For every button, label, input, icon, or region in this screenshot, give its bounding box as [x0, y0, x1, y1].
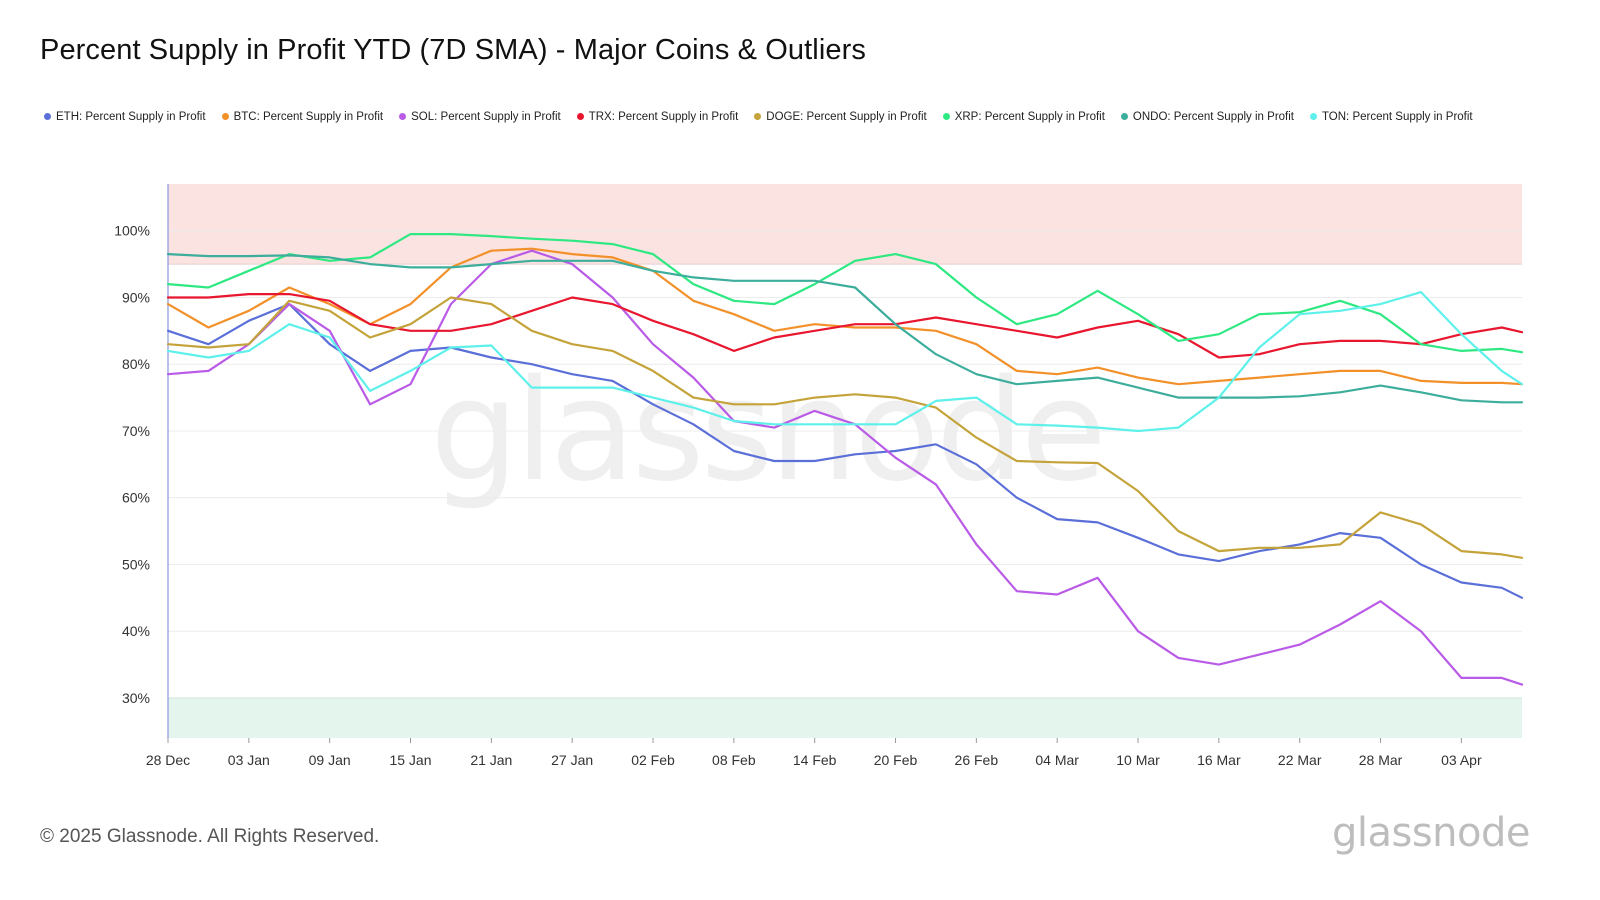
y-tick-label: 70% — [122, 423, 150, 439]
series-line-ton — [166, 291, 1524, 433]
series-line-ondo — [166, 253, 1524, 404]
chart-legend: ETH: Percent Supply in Profit BTC: Percen… — [44, 109, 1544, 124]
series-line-xrp — [166, 233, 1524, 354]
low-profit-band — [168, 697, 1522, 738]
chart-title: Percent Supply in Profit YTD (7D SMA) - … — [40, 34, 866, 66]
legend-label: SOL: Percent Supply in Profit — [411, 110, 561, 123]
y-tick-label: 50% — [122, 556, 150, 572]
legend-item-sol[interactable]: SOL: Percent Supply in Profit — [399, 109, 561, 124]
y-tick-label: 30% — [122, 690, 150, 706]
legend-label: ONDO: Percent Supply in Profit — [1132, 110, 1294, 123]
high-profit-band — [168, 184, 1522, 265]
legend-dot-icon — [754, 113, 762, 120]
x-tick-label: 04 Mar — [1035, 752, 1079, 768]
x-tick-label: 02 Feb — [631, 752, 675, 768]
legend-item-ton[interactable]: TON: Percent Supply in Profit — [1309, 109, 1473, 124]
y-tick-label: 40% — [122, 623, 150, 639]
y-tick-label: 90% — [122, 289, 150, 305]
copyright-footer: © 2025 Glassnode. All Rights Reserved. — [40, 826, 380, 847]
series-line-sol — [166, 249, 1524, 686]
x-tick-label: 28 Mar — [1359, 752, 1403, 768]
y-tick-label: 60% — [122, 490, 150, 506]
watermark: glassnode — [430, 350, 1107, 513]
legend-label: TRX: Percent Supply in Profit — [588, 110, 739, 123]
legend-dot-icon — [44, 113, 51, 120]
x-tick-label: 03 Jan — [228, 752, 270, 768]
legend-item-eth[interactable]: ETH: Percent Supply in Profit — [44, 109, 206, 124]
legend-item-xrp[interactable]: XRP: Percent Supply in Profit — [942, 109, 1105, 124]
series-line-trx — [166, 293, 1524, 359]
y-tick-label: 100% — [114, 223, 150, 239]
legend-label: DOGE: Percent Supply in Profit — [766, 110, 927, 123]
x-tick-label: 28 Dec — [146, 752, 190, 768]
x-tick-label: 08 Feb — [712, 752, 756, 768]
brand-logo: glassnode — [1331, 810, 1531, 856]
x-tick-label: 26 Feb — [955, 752, 999, 768]
x-tick-label: 10 Mar — [1116, 752, 1160, 768]
legend-label: XRP: Percent Supply in Profit — [954, 110, 1105, 123]
y-tick-label: 80% — [122, 356, 150, 372]
series-line-eth — [166, 303, 1524, 599]
legend-label: TON: Percent Supply in Profit — [1321, 110, 1473, 123]
legend-dot-icon — [399, 113, 407, 120]
legend-dot-icon — [1309, 113, 1317, 120]
legend-dot-icon — [221, 113, 229, 120]
legend-item-btc[interactable]: BTC: Percent Supply in Profit — [221, 109, 384, 124]
x-tick-label: 09 Jan — [309, 752, 351, 768]
series-line-btc — [166, 247, 1524, 386]
x-tick-label: 15 Jan — [389, 752, 431, 768]
legend-item-trx[interactable]: TRX: Percent Supply in Profit — [576, 109, 739, 124]
legend-dot-icon — [942, 113, 950, 120]
legend-item-doge[interactable]: DOGE: Percent Supply in Profit — [754, 109, 927, 124]
legend-label: ETH: Percent Supply in Profit — [56, 110, 206, 123]
x-tick-label: 21 Jan — [470, 752, 512, 768]
x-tick-label: 20 Feb — [874, 752, 918, 768]
x-tick-label: 27 Jan — [551, 752, 593, 768]
legend-item-ondo[interactable]: ONDO: Percent Supply in Profit — [1120, 109, 1294, 124]
series-line-doge — [166, 296, 1524, 559]
legend-dot-icon — [1120, 113, 1128, 120]
legend-label: BTC: Percent Supply in Profit — [233, 110, 384, 123]
x-tick-label: 16 Mar — [1197, 752, 1241, 768]
legend-dot-icon — [576, 113, 584, 120]
x-tick-label: 22 Mar — [1278, 752, 1322, 768]
x-tick-label: 03 Apr — [1441, 752, 1482, 768]
x-tick-label: 14 Feb — [793, 752, 837, 768]
